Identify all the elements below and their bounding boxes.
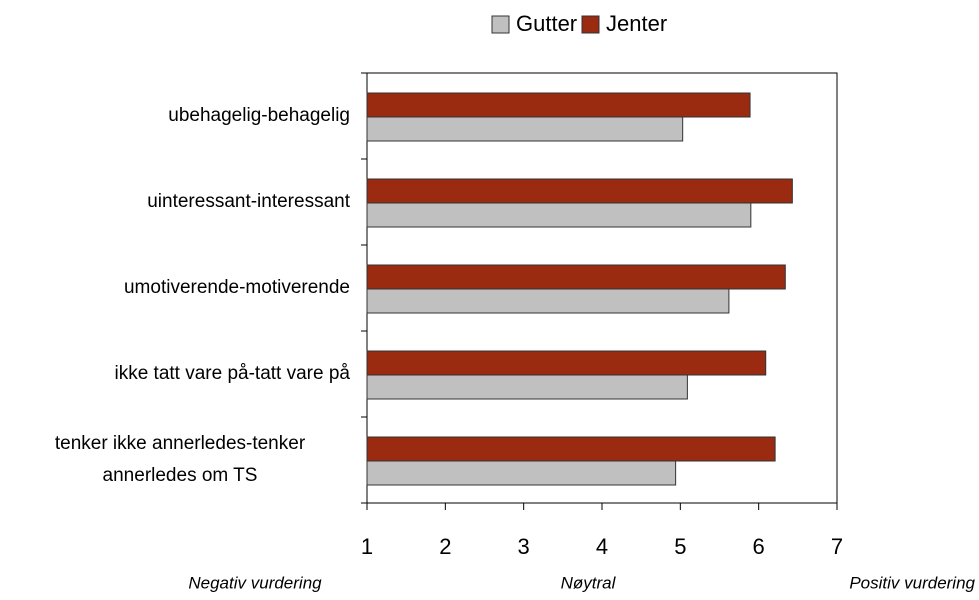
- y-tick-label: umotiverende-motiverende: [0, 272, 350, 304]
- bar: [366, 460, 677, 486]
- bar: [366, 264, 786, 290]
- category-text: uinteressant-interessant: [147, 191, 350, 212]
- bar: [366, 350, 767, 376]
- bar: [366, 374, 688, 400]
- bar: [366, 178, 793, 204]
- annotation: Negativ vurdering: [188, 573, 322, 592]
- annotation: Positiv vurdering: [849, 573, 975, 592]
- x-tick-label: 2: [439, 534, 451, 559]
- bar: [366, 288, 730, 314]
- legend-label: Jenter: [606, 11, 667, 36]
- bar: [366, 436, 776, 462]
- legend-swatch: [491, 15, 510, 34]
- bar: [366, 92, 751, 118]
- category-text: ubehagelig-behagelig: [168, 105, 350, 126]
- legend-swatch: [581, 15, 600, 34]
- bar: [366, 202, 752, 228]
- y-tick-label: tenker ikke annerledes-tenker annerledes…: [0, 428, 350, 492]
- x-tick-label: 5: [674, 534, 686, 559]
- x-tick-label: 6: [753, 534, 765, 559]
- category-text: umotiverende-motiverende: [123, 277, 350, 298]
- x-tick-label: 3: [518, 534, 530, 559]
- annotation: Nøytral: [561, 573, 617, 592]
- category-text: ikke tatt vare på-tatt vare på: [114, 363, 350, 384]
- y-tick-label: ikke tatt vare på-tatt vare på: [0, 358, 350, 390]
- y-tick-label: uinteressant-interessant: [0, 186, 350, 218]
- x-tick-label: 1: [361, 534, 373, 559]
- y-tick-label: ubehagelig-behagelig: [0, 100, 350, 132]
- category-text: tenker ikke annerledes-tenker annerledes…: [54, 433, 306, 486]
- bar: [366, 116, 684, 142]
- legend-label: Gutter: [516, 11, 577, 36]
- x-tick-label: 7: [831, 534, 843, 559]
- x-tick-label: 4: [596, 534, 608, 559]
